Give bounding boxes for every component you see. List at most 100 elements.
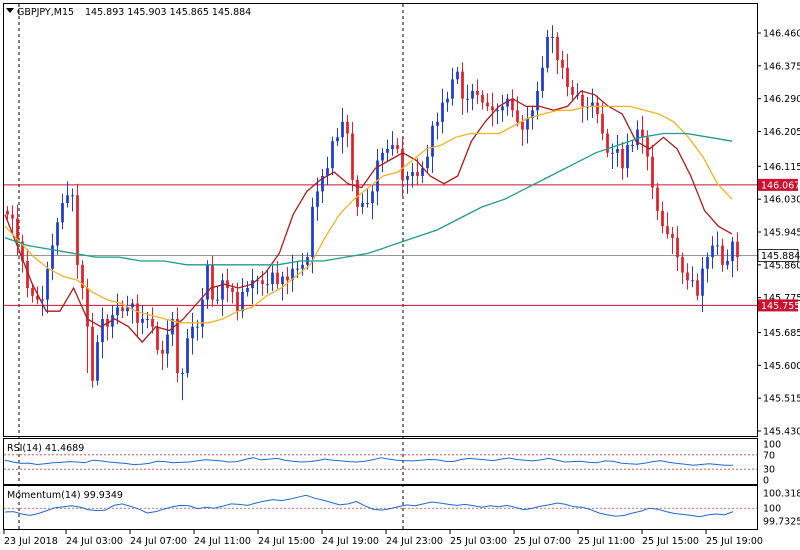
candle-body — [331, 141, 334, 169]
momentum-panel — [4, 494, 757, 518]
candle-body — [441, 102, 444, 122]
candle-body — [376, 160, 379, 192]
price-tick-label: 146.290 — [763, 94, 800, 105]
candle-body — [551, 36, 554, 38]
candle-body — [396, 145, 399, 149]
rsi-tick-label: 30 — [763, 465, 775, 476]
price-tick-label: 146.460 — [763, 29, 800, 40]
candle-body — [11, 214, 14, 219]
candle-body — [721, 245, 724, 265]
candle-body — [286, 276, 289, 281]
candle-body — [201, 299, 204, 327]
price-tick-label: 146.375 — [763, 61, 800, 72]
candle-body — [326, 168, 329, 176]
candle-body — [481, 94, 484, 103]
price-tick-label: 146.030 — [763, 195, 800, 206]
candle-body — [736, 241, 739, 258]
momentum-panel-frame — [3, 485, 758, 530]
candle-body — [676, 237, 679, 258]
candle-body — [81, 264, 84, 289]
candle-body — [566, 67, 569, 88]
candle-body — [336, 137, 339, 142]
time-tick-label: 23 Jul 2018 — [4, 536, 58, 547]
price-tick-label: 146.205 — [763, 127, 800, 138]
candle-body — [696, 280, 699, 296]
time-tick-label: 24 Jul 23:00 — [386, 536, 443, 547]
candle-body — [651, 156, 654, 188]
candle-body — [731, 241, 734, 261]
moving-average-line — [4, 90, 733, 344]
candle-body — [531, 110, 534, 119]
candle-body — [451, 79, 454, 99]
time-tick-label: 25 Jul 11:00 — [578, 536, 635, 547]
candle-body — [116, 307, 119, 316]
candle-body — [196, 326, 199, 328]
time-tick-label: 24 Jul 03:00 — [66, 536, 123, 547]
candle-body — [701, 268, 704, 296]
time-tick-label: 25 Jul 15:00 — [642, 536, 699, 547]
candle-body — [546, 36, 549, 68]
moving-average-line — [4, 105, 733, 324]
candle-body — [386, 148, 389, 153]
candle-body — [616, 148, 619, 153]
momentum-line — [4, 494, 734, 518]
candle-body — [86, 288, 89, 327]
candle-body — [681, 257, 684, 273]
momentum-title: Momentum(14) 99.9349 — [7, 490, 123, 501]
candle-body — [76, 195, 79, 265]
rsi-line — [4, 457, 733, 466]
candle-body — [311, 206, 314, 258]
price-tick-label: 146.115 — [763, 162, 800, 173]
candle-body — [161, 349, 164, 354]
price-tick-label: 145.860 — [763, 260, 800, 271]
candle-body — [301, 264, 304, 269]
candle-body — [151, 318, 154, 327]
candle-body — [371, 191, 374, 204]
candle-body — [511, 98, 514, 111]
candle-body — [661, 210, 664, 227]
candle-body — [476, 90, 479, 95]
candle-body — [281, 276, 284, 285]
candle-body — [346, 121, 349, 134]
candle-body — [691, 280, 694, 282]
candle-body — [241, 291, 244, 312]
candle-body — [31, 288, 34, 296]
triangle-down-icon[interactable] — [6, 8, 14, 13]
candle-body — [471, 90, 474, 99]
price-tick-label: 145.945 — [763, 228, 800, 239]
candle-body — [406, 175, 409, 180]
candle-body — [181, 373, 184, 375]
candle-body — [656, 187, 659, 211]
candle-body — [141, 318, 144, 323]
candle-body — [246, 288, 249, 292]
candle-body — [536, 90, 539, 111]
candle-body — [486, 102, 489, 107]
candle-body — [291, 268, 294, 281]
level-price-label: 146.067 — [761, 180, 800, 191]
level-price-pill — [758, 178, 798, 191]
candle-body — [591, 102, 594, 107]
rsi-panel — [4, 454, 757, 470]
time-tick-label: 24 Jul 19:00 — [322, 536, 379, 547]
candle-body — [96, 342, 99, 381]
candle-body — [491, 106, 494, 111]
candle-body — [361, 203, 364, 207]
candle-body — [216, 299, 219, 301]
candle-body — [121, 307, 124, 312]
candle-body — [71, 195, 74, 197]
candle-body — [561, 60, 564, 68]
candle-body — [46, 268, 49, 300]
candle-body — [266, 284, 269, 286]
price-tick-label: 145.600 — [763, 361, 800, 372]
candle-body — [26, 260, 29, 289]
candle-body — [456, 71, 459, 80]
candle-body — [136, 303, 139, 323]
candle-body — [636, 129, 639, 146]
candle-body — [466, 98, 469, 100]
candle-body — [506, 98, 509, 107]
candle-body — [416, 172, 419, 176]
price-tick-label: 145.430 — [763, 427, 800, 438]
momentum-tick-label: 99.7325 — [763, 517, 800, 528]
candle-body — [391, 145, 394, 149]
candle-body — [271, 272, 274, 285]
